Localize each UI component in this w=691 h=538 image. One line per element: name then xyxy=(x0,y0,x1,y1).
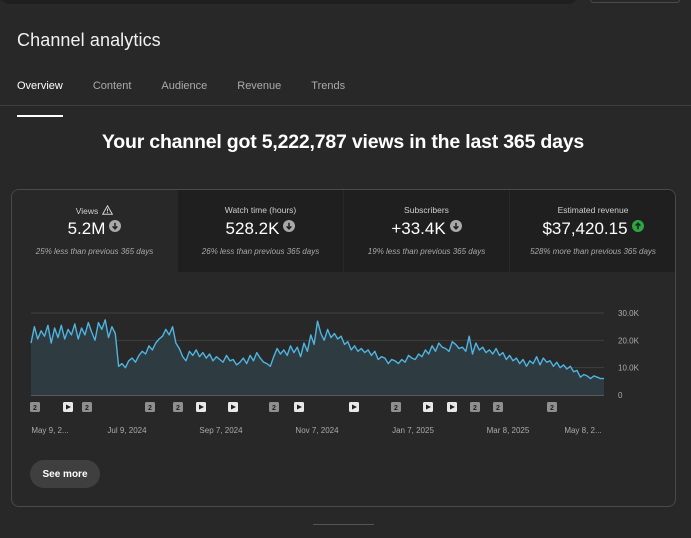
y-tick-label: 10.0K xyxy=(618,364,640,373)
video-count-marker xyxy=(30,402,40,412)
views-chart[interactable]: 0 10.0K 20.0K 30.0K 2 2 2 2 2 2 2 2 2 May 9, 2... Jul … xyxy=(12,272,676,447)
video-count-label: 2 xyxy=(148,405,152,412)
play-icon xyxy=(199,404,204,410)
tab-overview[interactable]: Overview xyxy=(17,76,63,117)
x-tick-label: May 9, 2... xyxy=(31,426,68,435)
warning-icon xyxy=(102,204,114,217)
video-count-label: 2 xyxy=(33,405,37,412)
play-icon xyxy=(297,404,302,410)
video-count-label: 2 xyxy=(85,405,89,412)
y-tick-label: 30.0K xyxy=(618,309,640,318)
metric-revenue[interactable]: Estimated revenue $37,420.15 528% more t… xyxy=(510,190,675,272)
x-tick-label: Jul 9, 2024 xyxy=(107,426,147,435)
metric-value: 5.2M xyxy=(67,219,106,238)
video-count-marker xyxy=(493,402,503,412)
video-count-label: 2 xyxy=(550,405,554,412)
arrow-down-icon xyxy=(283,220,296,232)
video-count-marker xyxy=(145,402,155,412)
arrow-up-icon xyxy=(631,220,644,232)
metric-comparison: 19% less than previous 365 days xyxy=(367,247,486,256)
metric-views[interactable]: Views 5.2M 25% less than previous 365 da… xyxy=(12,190,178,272)
metric-subscribers[interactable]: Subscribers +33.4K 19% less than previou… xyxy=(344,190,510,272)
page-title: Channel analytics xyxy=(17,30,161,50)
metric-label: Estimated revenue xyxy=(557,205,629,215)
metric-value: +33.4K xyxy=(391,219,446,238)
metric-label: Watch time (hours) xyxy=(224,205,297,215)
y-tick-label: 0 xyxy=(618,391,623,400)
metric-label: Views xyxy=(75,206,99,216)
views-area xyxy=(31,319,604,395)
video-count-marker xyxy=(391,402,401,412)
video-count-label: 2 xyxy=(394,405,398,412)
metric-watch-time[interactable]: Watch time (hours) 528.2K 26% less than … xyxy=(178,190,344,272)
scroll-indicator xyxy=(313,524,374,525)
metric-comparison: 25% less than previous 365 days xyxy=(35,247,154,256)
metric-tabs: Views 5.2M 25% less than previous 365 da… xyxy=(12,190,675,272)
x-tick-label: Mar 8, 2025 xyxy=(487,426,530,435)
play-icon xyxy=(66,404,71,410)
video-count-label: 2 xyxy=(473,405,477,412)
x-tick-label: May 8, 2... xyxy=(564,426,601,435)
video-count-label: 2 xyxy=(496,405,500,412)
video-count-marker xyxy=(82,402,92,412)
video-count-label: 2 xyxy=(272,405,276,412)
tab-content[interactable]: Content xyxy=(92,80,132,92)
arrow-down-icon xyxy=(109,220,122,232)
play-icon xyxy=(352,404,357,410)
metric-value: 528.2K xyxy=(225,219,280,238)
x-tick-label: Jan 7, 2025 xyxy=(392,426,434,435)
metric-comparison: 26% less than previous 365 days xyxy=(201,247,320,256)
play-icon xyxy=(450,404,455,410)
views-line xyxy=(30,319,604,380)
tabs-divider xyxy=(0,105,691,106)
tab-bar: Overview Content Audience Revenue Trends xyxy=(17,76,375,117)
search-bar[interactable] xyxy=(0,0,578,4)
top-right-button[interactable] xyxy=(590,0,680,3)
video-count-marker xyxy=(547,402,557,412)
y-tick-label: 20.0K xyxy=(618,336,640,345)
metric-label: Subscribers xyxy=(404,205,449,215)
views-headline: Your channel got 5,222,787 views in the … xyxy=(101,131,585,153)
metric-comparison: 528% more than previous 365 days xyxy=(530,247,656,256)
x-tick-label: Nov 7, 2024 xyxy=(295,426,339,435)
top-bar xyxy=(0,0,691,12)
video-count-marker xyxy=(173,402,183,412)
metric-value: $37,420.15 xyxy=(542,219,628,238)
video-count-label: 2 xyxy=(176,405,180,412)
analytics-card: Views 5.2M 25% less than previous 365 da… xyxy=(11,189,676,507)
play-icon xyxy=(426,404,431,410)
tab-audience[interactable]: Audience xyxy=(161,80,208,92)
play-icon xyxy=(231,404,236,410)
video-count-marker xyxy=(269,402,279,412)
tab-trends[interactable]: Trends xyxy=(311,80,346,92)
arrow-down-icon xyxy=(449,220,462,232)
video-count-marker xyxy=(470,402,480,412)
x-tick-label: Sep 7, 2024 xyxy=(199,426,243,435)
see-more-button[interactable]: See more xyxy=(30,460,100,488)
tab-revenue[interactable]: Revenue xyxy=(237,80,282,92)
